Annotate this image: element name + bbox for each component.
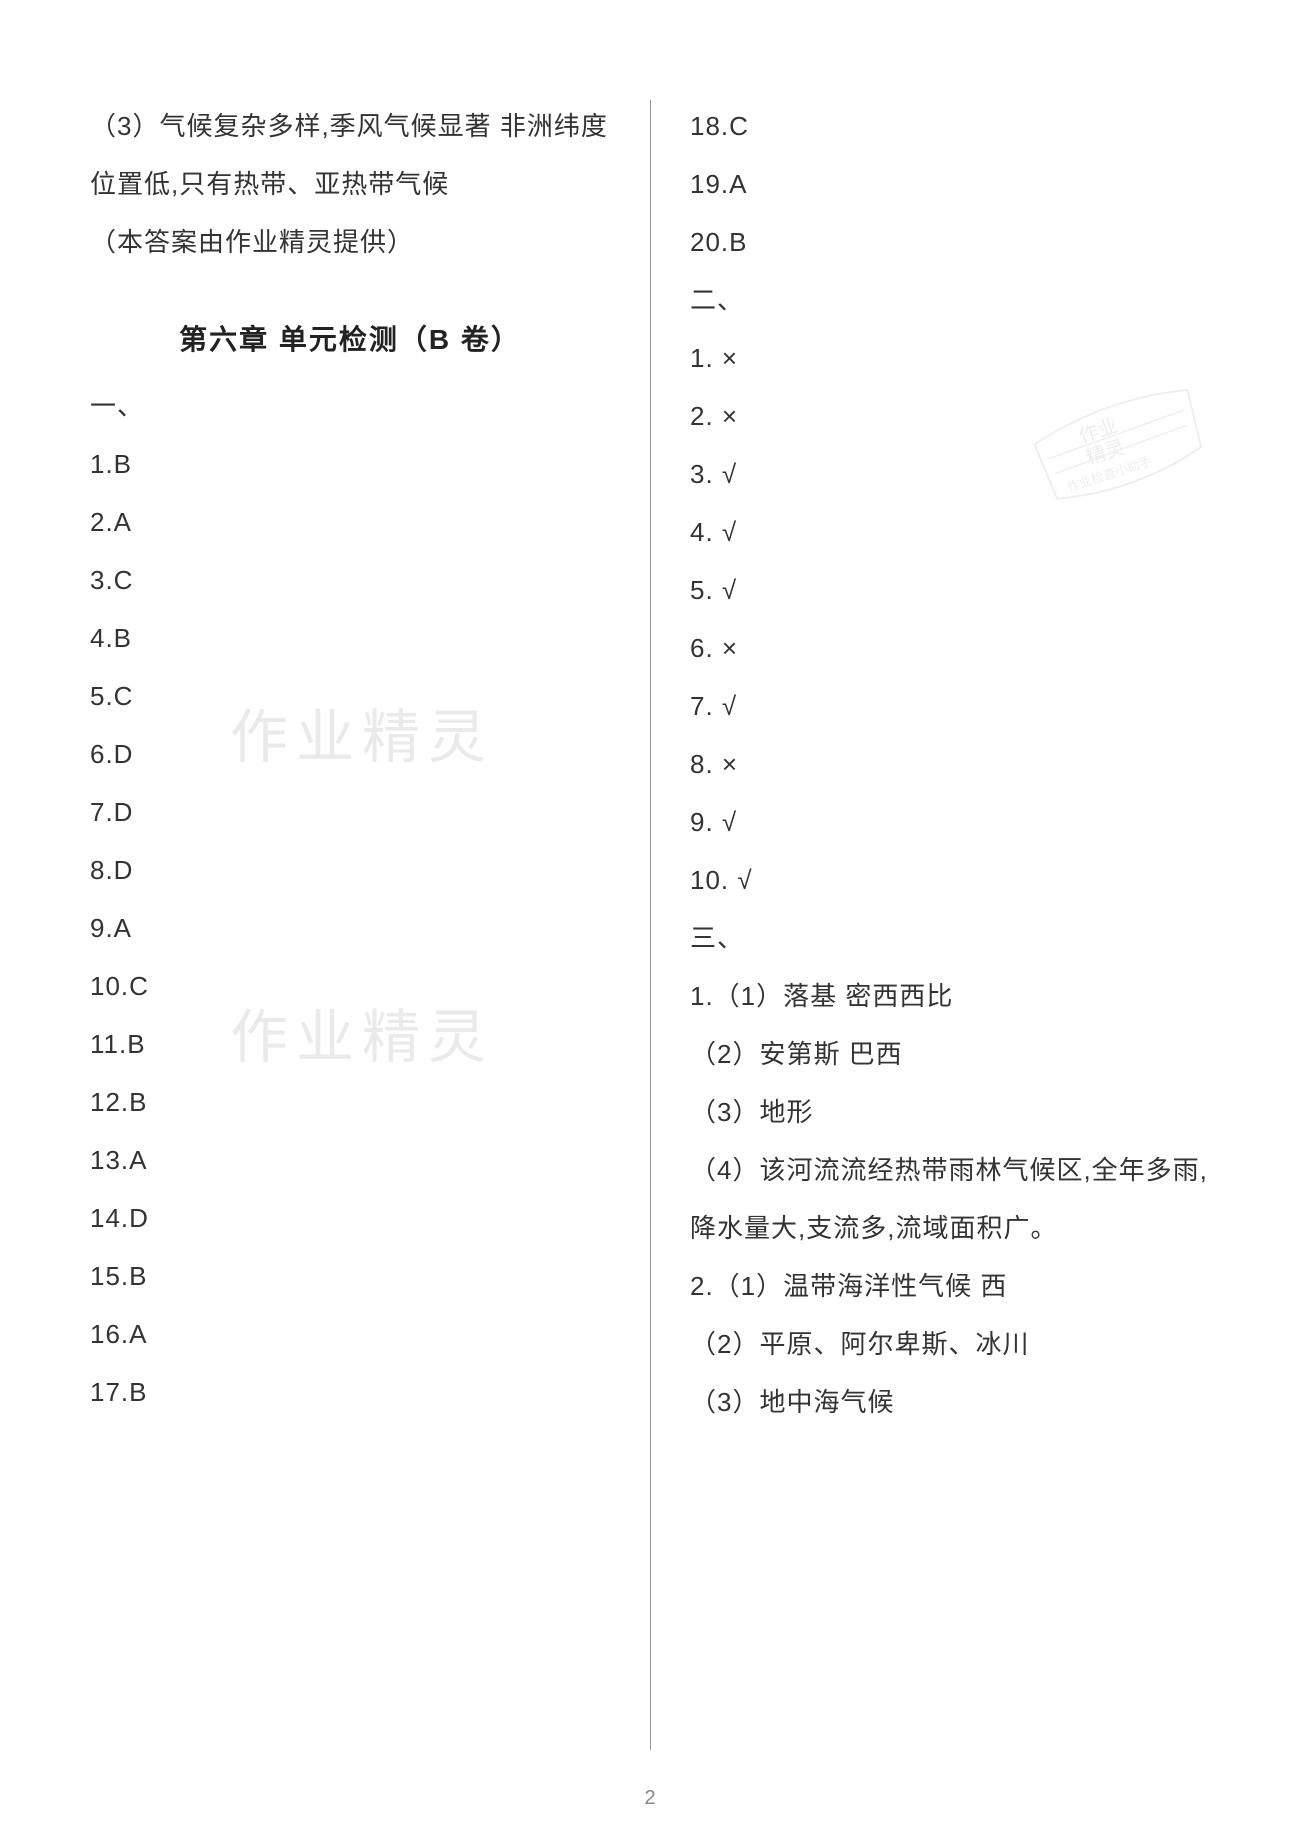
answer-item: 3.C <box>90 554 610 606</box>
answer-item: 1. × <box>690 332 1210 384</box>
answer-item: 12.B <box>90 1076 610 1128</box>
section-header-2: 二、 <box>690 274 1210 326</box>
intro-line: （3）气候复杂多样,季风气候显著 非洲纬度 <box>90 100 610 152</box>
answer-item: 2.（1）温带海洋性气候 西 <box>690 1260 1210 1312</box>
answer-item: 1.B <box>90 438 610 490</box>
section-header-1: 一、 <box>90 380 610 432</box>
intro-line: （本答案由作业精灵提供） <box>90 216 610 268</box>
answer-item: 10.C <box>90 960 610 1012</box>
answer-item: 1.（1）落基 密西西比 <box>690 970 1210 1022</box>
answer-item: （2）平原、阿尔卑斯、冰川 <box>690 1318 1210 1370</box>
page-number: 2 <box>644 1787 655 1810</box>
answer-item: 9. √ <box>690 796 1210 848</box>
intro-line: 位置低,只有热带、亚热带气候 <box>90 158 610 210</box>
two-column-layout: （3）气候复杂多样,季风气候显著 非洲纬度 位置低,只有热带、亚热带气候 （本答… <box>90 100 1210 1738</box>
answer-item: （2）安第斯 巴西 <box>690 1028 1210 1080</box>
answer-item: （3）地中海气候 <box>690 1376 1210 1428</box>
answer-item: 10. √ <box>690 854 1210 906</box>
answer-item: 20.B <box>690 216 1210 268</box>
answer-item: 18.C <box>690 100 1210 152</box>
answer-item: 14.D <box>90 1192 610 1244</box>
answer-item: 13.A <box>90 1134 610 1186</box>
answer-item: 2.A <box>90 496 610 548</box>
answer-item: 4. √ <box>690 506 1210 558</box>
answer-item: 2. × <box>690 390 1210 442</box>
answer-item: 19.A <box>690 158 1210 210</box>
left-column: （3）气候复杂多样,季风气候显著 非洲纬度 位置低,只有热带、亚热带气候 （本答… <box>90 100 650 1738</box>
answer-item: （3）地形 <box>690 1086 1210 1138</box>
answer-item: 4.B <box>90 612 610 664</box>
answer-item: 降水量大,支流多,流域面积广。 <box>690 1202 1210 1254</box>
answer-item: （4）该河流流经热带雨林气候区,全年多雨, <box>690 1144 1210 1196</box>
answer-item: 9.A <box>90 902 610 954</box>
answer-item: 6. × <box>690 622 1210 674</box>
chapter-title: 第六章 单元检测（B 卷） <box>90 318 610 358</box>
answer-item: 8. × <box>690 738 1210 790</box>
right-column: 18.C 19.A 20.B 二、 1. × 2. × 3. √ 4. √ 5.… <box>650 100 1210 1738</box>
column-divider <box>650 100 651 1750</box>
answer-item: 11.B <box>90 1018 610 1070</box>
answer-item: 7.D <box>90 786 610 838</box>
answer-item: 8.D <box>90 844 610 896</box>
answer-item: 5.C <box>90 670 610 722</box>
answer-item: 17.B <box>90 1366 610 1418</box>
answer-item: 7. √ <box>690 680 1210 732</box>
answer-item: 15.B <box>90 1250 610 1302</box>
answer-item: 3. √ <box>690 448 1210 500</box>
answer-item: 16.A <box>90 1308 610 1360</box>
answer-item: 5. √ <box>690 564 1210 616</box>
page-container: 作业精灵 作业精灵 作业 精灵 作业检查小助手 （3）气候复杂多样,季风气候显著… <box>0 0 1300 1838</box>
section-header-3: 三、 <box>690 912 1210 964</box>
answer-item: 6.D <box>90 728 610 780</box>
